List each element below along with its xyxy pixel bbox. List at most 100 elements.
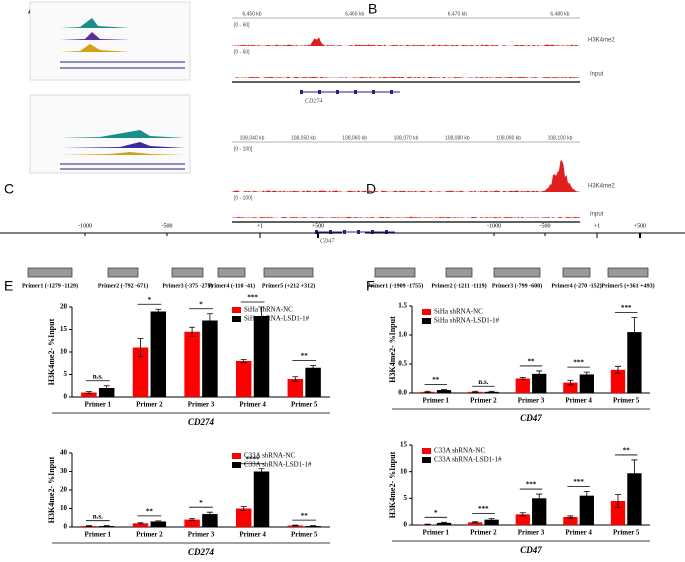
browser-axis-label: 108,090 kb [496, 135, 521, 141]
x-tick-label: Primer 1 [423, 529, 450, 537]
bar [532, 498, 547, 525]
browser-axis-label: 6,450 kb [242, 11, 261, 17]
legend-swatch [422, 448, 431, 454]
legend-label: SiHa shRNA-LSD1-1# [434, 317, 500, 325]
significance-label: *** [526, 481, 537, 489]
bar [235, 508, 252, 527]
primer-label: Primer5 (+212 +312) [262, 282, 315, 289]
error-bar [189, 518, 196, 521]
significance-label: * [199, 499, 203, 507]
primer-box [171, 267, 204, 278]
track-label: H3K4me2 [588, 184, 615, 190]
bar [184, 519, 200, 527]
bar [627, 332, 642, 393]
y-tick-label: 20 [60, 303, 68, 311]
browser-axis-label: 108,040 kb [240, 135, 265, 141]
x-tick-label: Primer 2 [136, 401, 163, 409]
error-bar [472, 390, 479, 393]
significance-label: ** [528, 358, 536, 366]
y-tick-label: 0.5 [398, 360, 407, 368]
legend-label: C33A shRNA-LSD1-1# [244, 461, 312, 469]
y-tick-label: 10 [400, 467, 408, 475]
y-tick-label: 0 [64, 523, 68, 531]
x-tick-label: Primer 2 [136, 531, 163, 539]
error-bar [137, 522, 144, 525]
x-tick-label: Primer 2 [470, 397, 497, 405]
error-bar [206, 511, 213, 517]
position-label: +500 [312, 223, 324, 229]
y-tick-label: 30 [60, 467, 68, 475]
x-tick-label: Primer 5 [613, 397, 640, 405]
legend-swatch [232, 316, 241, 322]
error-bar [441, 389, 448, 392]
track-scale: [0 - 60] [234, 49, 250, 55]
error-bar [310, 365, 317, 371]
x-tick-label: Primer 4 [239, 531, 266, 539]
browser-axis-label: 108,100 kb [548, 135, 573, 141]
error-bar [631, 317, 638, 347]
significance-label: ** [301, 512, 309, 520]
primer-box [217, 267, 246, 278]
bar [610, 501, 626, 525]
bar [627, 473, 642, 525]
y-tick-label: 0.0 [398, 389, 407, 397]
track-label: H3K4me2 [588, 38, 615, 44]
browser-axis-label: 108,080 kb [445, 135, 470, 141]
gene-label: CD274 [305, 97, 322, 104]
legend-label: C33A shRNA-NC [244, 452, 295, 460]
bar [202, 320, 218, 397]
track-label: Input [590, 72, 604, 78]
significance-label: * [434, 509, 438, 517]
significance-label: ** [623, 447, 631, 455]
exon [357, 230, 360, 234]
bar [287, 379, 304, 397]
legend-label: SiHa shRNA-LSD1-1# [244, 315, 310, 323]
primer-label: Primer5 (+361 +493) [601, 282, 654, 289]
primer-label: Primer4 (-270 -152) [551, 282, 601, 289]
error-bar [631, 459, 638, 487]
y-tick-label: 10 [60, 504, 68, 512]
exon [354, 90, 357, 94]
exon [372, 90, 375, 94]
y-axis-label: H3K4me2- %Input [388, 451, 397, 518]
primer-label: Primer3 (-799 -608) [492, 282, 542, 289]
error-bar [536, 493, 543, 503]
bar [132, 523, 149, 527]
y-axis-label: H3K4me2- %Input [388, 316, 397, 383]
error-bar [85, 391, 92, 394]
bar [468, 522, 483, 525]
x-axis-label: CD47 [520, 413, 542, 423]
panel-label: E [4, 278, 13, 294]
bar [235, 361, 252, 397]
bar [563, 382, 578, 393]
significance-label: *** [621, 304, 632, 312]
bar [132, 347, 149, 397]
x-tick-label: Primer 4 [565, 397, 592, 405]
y-axis-label: H3K4me2- %Input [47, 318, 56, 385]
exon [315, 230, 318, 234]
legend-swatch [232, 453, 241, 459]
y-tick-label: 1.0 [398, 331, 407, 339]
error-bar [583, 491, 590, 501]
significance-label: *** [573, 359, 584, 367]
error-bar [189, 326, 196, 337]
x-tick-label: Primer 1 [423, 397, 450, 405]
bar [484, 519, 499, 525]
error-bar [292, 524, 299, 527]
genome-browser-a [29, 1, 191, 174]
input-signal [232, 216, 580, 218]
legend-label: C33A shRNA-LSD1-1# [434, 456, 502, 464]
error-bar [206, 313, 213, 328]
browser-axis-label: 108,050 kb [291, 135, 316, 141]
primer-box [27, 267, 73, 278]
bar [610, 369, 626, 393]
primer-box [107, 267, 139, 278]
exon [343, 230, 346, 234]
error-bar [519, 512, 526, 517]
exon [385, 230, 388, 234]
bar [532, 373, 547, 393]
primer-label: Primer1 (-1909 -1755) [367, 282, 423, 289]
input-signal [232, 76, 580, 78]
exon [336, 90, 339, 94]
bar [515, 514, 530, 525]
